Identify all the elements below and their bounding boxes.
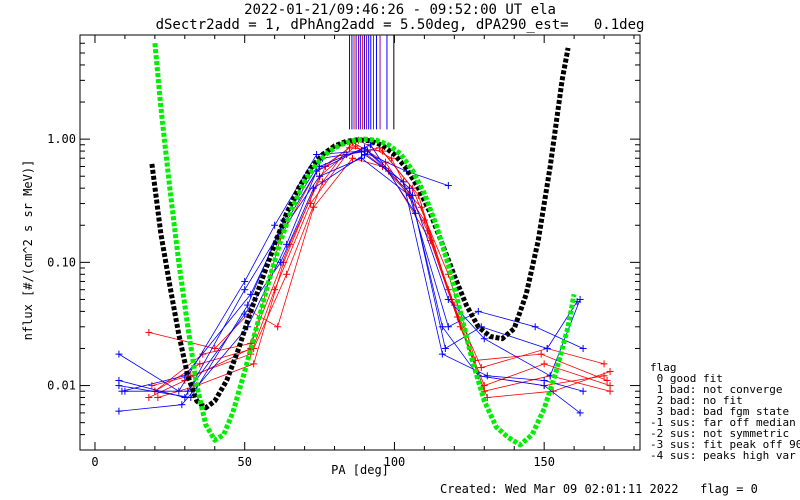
- x-tick-label: 0: [91, 455, 98, 469]
- data-point: [145, 328, 153, 336]
- data-point: [444, 295, 452, 303]
- data-point: [118, 387, 126, 395]
- flag-legend-line: 2 bad: no fit: [650, 394, 743, 407]
- data-point: [549, 387, 557, 395]
- footer: Created: Wed Mar 09 02:01:11 2022 flag =…: [440, 482, 758, 496]
- data-point: [154, 394, 162, 402]
- data-point: [480, 335, 488, 343]
- y-tick-label: 0.01: [47, 379, 76, 393]
- flag-legend-line: 1 bad: not converge: [650, 383, 783, 396]
- axis-ticks: 0 50 100 150 0.01 0.10 1.00: [47, 34, 640, 469]
- data-point: [352, 142, 360, 150]
- data-layer: [115, 42, 614, 448]
- data-point: [405, 191, 413, 199]
- x-tick-label: 150: [533, 455, 555, 469]
- data-point: [579, 344, 587, 352]
- x-axis-label: PA [deg]: [331, 463, 389, 477]
- data-point: [366, 141, 374, 149]
- flag-legend-line: -1 sus: far off median: [650, 416, 796, 429]
- data-point: [115, 407, 123, 415]
- flag-legend-line: 0 good fit: [650, 372, 723, 385]
- flag-legend-line: -2 sus: not symmetric: [650, 427, 790, 440]
- flag-legend-line: flag: [650, 361, 677, 374]
- data-point: [474, 307, 482, 315]
- data-point: [540, 376, 548, 384]
- data-point: [115, 350, 123, 358]
- data-point: [274, 323, 282, 331]
- data-point: [360, 151, 368, 159]
- flag-legend-line: -3 sus: fit peak off 90: [650, 438, 800, 451]
- blue-series-line: [118, 150, 449, 392]
- data-point: [483, 372, 491, 380]
- data-point: [606, 368, 614, 376]
- data-point: [417, 203, 425, 211]
- x-tick-label: 50: [237, 455, 251, 469]
- data-point: [579, 387, 587, 395]
- flag-legend: flag 0 good fit 1 bad: not converge 2 ba…: [650, 362, 800, 461]
- data-point: [606, 382, 614, 390]
- red-series-line: [148, 147, 605, 398]
- green-fit-curve: [152, 42, 577, 448]
- data-point: [184, 387, 192, 395]
- data-point: [178, 401, 186, 409]
- data-point: [537, 350, 545, 358]
- data-point: [483, 394, 491, 402]
- chart-title: 2022-01-21/09:46:26 - 09:52:00 UT ela: [244, 2, 556, 18]
- data-point: [480, 382, 488, 390]
- data-point: [247, 290, 255, 298]
- data-point: [441, 344, 449, 352]
- red-series-line: [154, 139, 611, 392]
- created-timestamp: Created: Wed Mar 09 02:01:11 2022: [440, 482, 679, 496]
- data-point: [310, 203, 318, 211]
- data-point: [603, 376, 611, 384]
- data-point: [444, 323, 452, 331]
- peak-markers: [349, 35, 395, 130]
- y-tick-label: 1.00: [47, 132, 76, 146]
- data-point: [349, 154, 357, 162]
- data-point: [438, 323, 446, 331]
- data-point: [405, 184, 413, 192]
- data-point: [271, 221, 279, 229]
- chart-subtitle: dSectr2add = 1, dPhAng2add = 5.50deg, dP…: [155, 17, 645, 33]
- data-point: [540, 360, 548, 368]
- flag-value: flag = 0: [700, 482, 758, 496]
- data-point: [399, 178, 407, 186]
- data-point: [277, 258, 285, 266]
- data-point: [357, 154, 365, 162]
- data-point: [181, 394, 189, 402]
- red-series-line: [157, 145, 611, 398]
- data-point: [387, 154, 395, 162]
- data-point: [316, 172, 324, 180]
- data-point: [244, 301, 252, 309]
- data-point: [576, 409, 584, 417]
- data-point: [531, 323, 539, 331]
- flag-legend-line: -4 sus: peaks high var: [650, 449, 796, 462]
- data-point: [241, 286, 249, 294]
- y-tick-label: 0.10: [47, 255, 76, 269]
- data-point: [283, 240, 291, 248]
- data-point: [438, 350, 446, 358]
- data-point: [241, 277, 249, 285]
- data-point: [363, 147, 371, 155]
- data-point: [196, 360, 204, 368]
- x-tick-label: 100: [384, 455, 406, 469]
- y-axis-label: nflux [#/(cm^2 s sr MeV)]: [21, 159, 35, 341]
- blue-series-line: [118, 150, 581, 398]
- flag-legend-line: 3 bad: bad fgm state: [650, 405, 790, 418]
- data-point: [148, 382, 156, 390]
- data-point: [444, 182, 452, 190]
- data-point: [453, 313, 461, 321]
- data-point: [283, 270, 291, 278]
- data-point: [313, 151, 321, 159]
- data-point: [145, 394, 153, 402]
- data-point: [241, 310, 249, 318]
- data-point: [477, 364, 485, 372]
- data-point: [600, 360, 608, 368]
- black-fit-curve: [149, 47, 571, 411]
- data-point: [115, 382, 123, 390]
- data-point: [250, 360, 258, 368]
- data-point: [543, 344, 551, 352]
